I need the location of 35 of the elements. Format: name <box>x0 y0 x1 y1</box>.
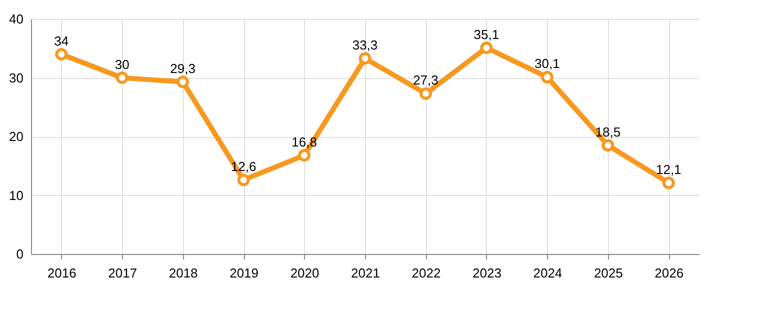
data-label: 34 <box>54 33 69 48</box>
y-tick-label: 20 <box>9 129 24 144</box>
point <box>116 72 128 84</box>
x-tick-label: 2017 <box>108 266 138 280</box>
point <box>540 70 554 84</box>
x-tick-label: 2022 <box>412 266 441 280</box>
data-label: 29,3 <box>170 60 196 76</box>
point <box>298 149 311 162</box>
point <box>237 174 250 186</box>
y-tick-label: 30 <box>9 70 24 86</box>
point <box>480 42 493 54</box>
x-tick-label: 2021 <box>351 266 380 280</box>
x-tick-label: 2016 <box>47 266 76 280</box>
y-tick-label: 0 <box>16 246 24 262</box>
y-tick-label: 40 <box>9 12 24 26</box>
x-tick-label: 2025 <box>594 266 623 280</box>
x-tick-label: 2024 <box>533 266 562 280</box>
data-label: 12,1 <box>656 162 682 177</box>
x-tick-label: 2018 <box>168 266 198 280</box>
x-tick-label: 2020 <box>290 266 320 280</box>
x-tick-label: 2019 <box>230 266 259 280</box>
point <box>602 139 614 152</box>
point <box>662 176 675 190</box>
data-label: 35,1 <box>474 26 500 42</box>
data-label: 30 <box>114 56 130 72</box>
x-tick-label: 2026 <box>654 266 684 280</box>
y-tick-label: 10 <box>9 188 24 203</box>
data-label: 33,3 <box>352 37 378 52</box>
point <box>176 76 190 88</box>
point <box>358 52 372 65</box>
point <box>55 48 68 60</box>
data-label: 30,1 <box>534 56 560 72</box>
data-label: 27,3 <box>413 72 438 88</box>
x-tick-label: 2023 <box>472 266 502 280</box>
point <box>419 87 432 100</box>
